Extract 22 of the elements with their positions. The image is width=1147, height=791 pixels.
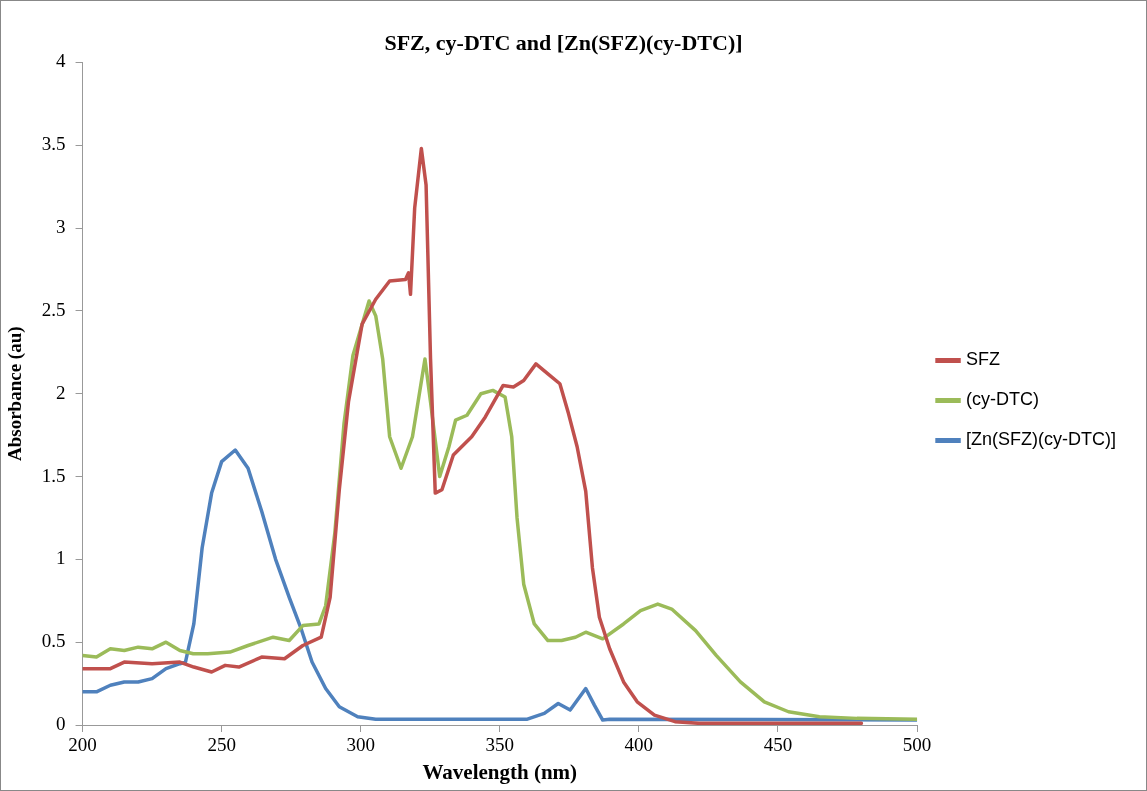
x-tick-label: 300	[346, 734, 375, 756]
legend-label: [Zn(SFZ)(cy-DTC)]	[966, 429, 1116, 450]
y-axis-title: Absorbance (au)	[4, 326, 27, 461]
y-tick-label: 1	[56, 547, 66, 569]
legend-label: (cy-DTC)	[966, 389, 1040, 410]
y-tick-label: 0.5	[41, 630, 66, 652]
y-tick-label: 2	[56, 381, 66, 403]
y-tick-label: 2.5	[41, 298, 66, 320]
y-tick-label: 0	[56, 712, 66, 734]
y-tick-label: 3.5	[41, 133, 66, 155]
y-tick-label: 1.5	[41, 464, 66, 486]
x-axis-title: Wavelength (nm)	[422, 759, 578, 784]
x-tick-label: 450	[763, 734, 793, 756]
y-tick-label: 3	[56, 216, 66, 238]
x-tick-label: 250	[207, 734, 236, 756]
x-tick-label: 500	[902, 734, 932, 756]
x-tick-label: 200	[68, 734, 97, 756]
chart-title: SFZ, cy-DTC and [Zn(SFZ)(cy-DTC)]	[384, 29, 743, 55]
x-tick-label: 350	[485, 734, 515, 756]
y-tick-label: 4	[56, 50, 67, 72]
legend-label: SFZ	[966, 349, 1001, 370]
x-tick-label: 400	[624, 734, 654, 756]
